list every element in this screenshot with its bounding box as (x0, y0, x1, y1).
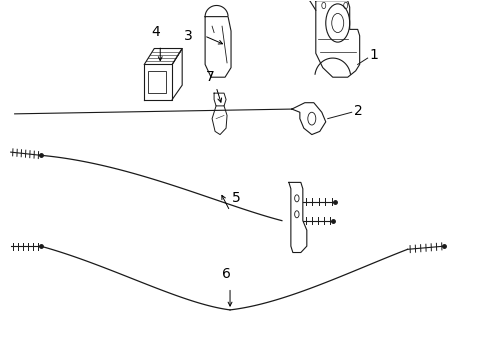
Text: 3: 3 (184, 29, 193, 43)
Text: 7: 7 (205, 69, 214, 84)
Text: 6: 6 (221, 267, 230, 281)
Text: 1: 1 (369, 48, 378, 62)
Text: 2: 2 (353, 104, 362, 118)
Text: 4: 4 (151, 25, 159, 39)
Bar (148, 71, 166, 93)
Text: 5: 5 (232, 191, 240, 205)
